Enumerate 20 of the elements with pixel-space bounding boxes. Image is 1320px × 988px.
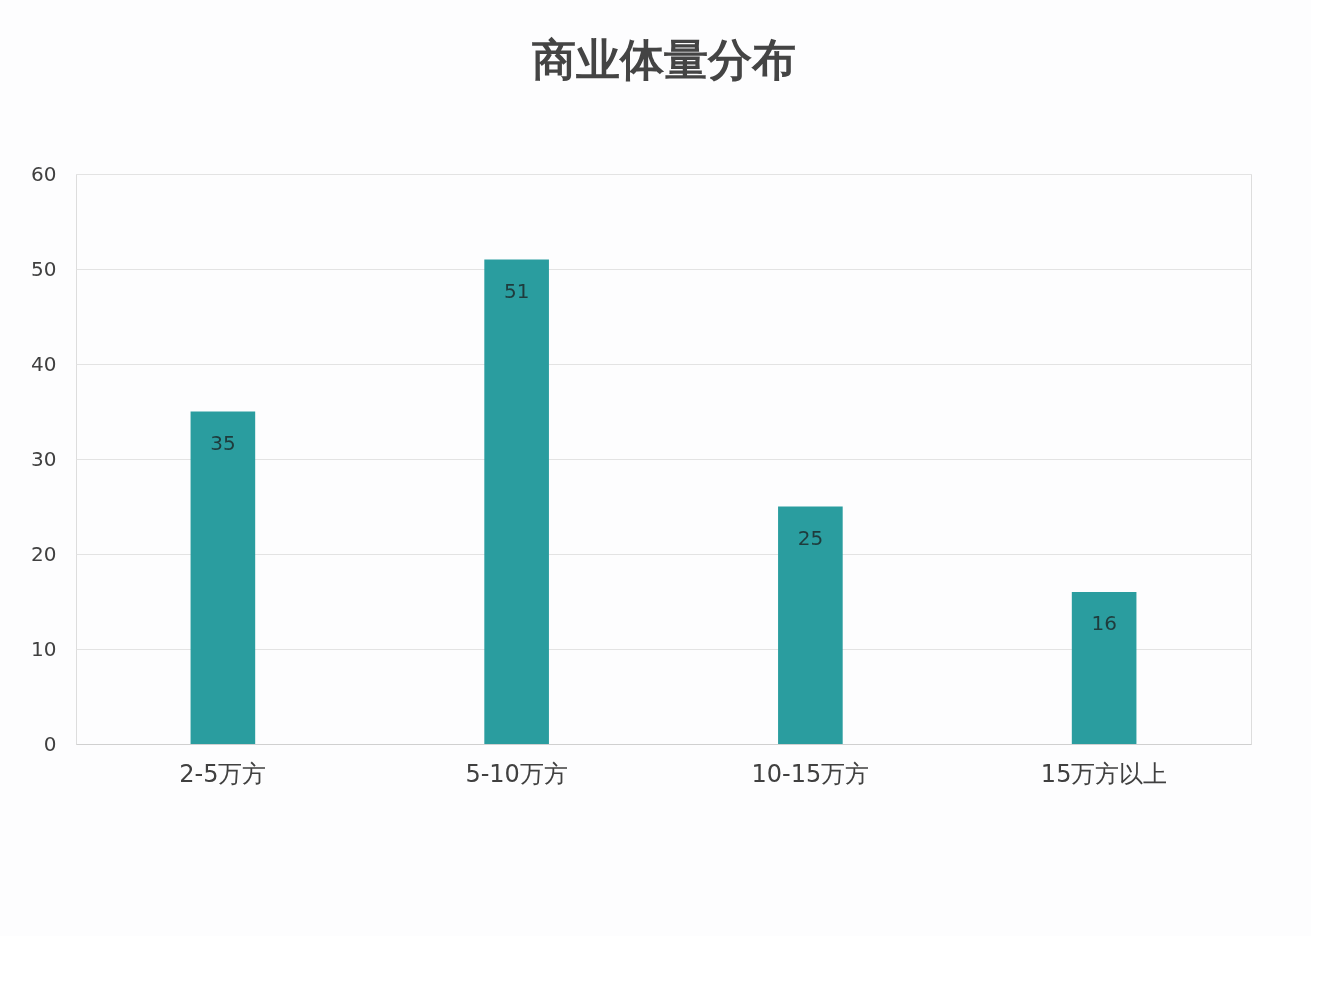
x-tick-label: 2-5万方 <box>179 759 267 788</box>
y-tick-label: 50 <box>31 256 57 281</box>
data-label: 35 <box>210 430 236 455</box>
data-label: 51 <box>503 278 530 303</box>
y-tick-label: 0 <box>43 731 57 756</box>
data-label: 16 <box>1091 611 1117 635</box>
x-tick-label: 15万方以上 <box>1040 759 1168 788</box>
y-tick-label: 40 <box>31 351 57 376</box>
bar <box>484 259 549 744</box>
y-tick-label: 60 <box>31 161 57 186</box>
bar <box>190 411 256 744</box>
y-tick-label: 30 <box>31 446 57 471</box>
bar <box>1071 592 1137 744</box>
y-tick-label: 20 <box>31 541 57 566</box>
x-tick-label: 10-15万方 <box>751 759 870 788</box>
chart-title: 商业体量分布 <box>531 34 796 85</box>
x-tick-label: 5-10万方 <box>465 759 568 788</box>
y-tick-label: 10 <box>31 636 57 661</box>
data-label: 25 <box>797 525 824 550</box>
bar <box>778 506 843 744</box>
